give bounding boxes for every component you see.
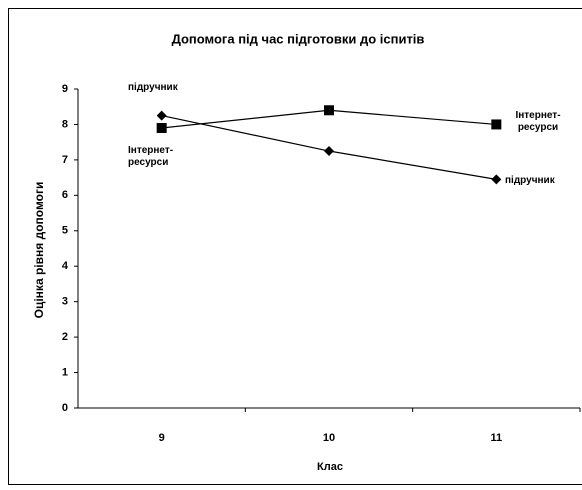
series-annotation: Інтернет-ресурси xyxy=(128,145,174,168)
y-axis-title: Оцінка рівня допомоги xyxy=(32,182,46,319)
series-annotation: підручник xyxy=(505,175,555,186)
y-tick-label: 4 xyxy=(62,260,69,272)
y-tick-label: 9 xyxy=(62,83,68,95)
y-tick-label: 0 xyxy=(62,402,68,414)
series-annotation: Інтернет-ресурси xyxy=(515,110,561,133)
data-point xyxy=(156,110,167,121)
data-point xyxy=(491,119,502,130)
y-tick-label: 5 xyxy=(62,225,68,237)
data-point xyxy=(324,105,334,116)
y-tick-label: 2 xyxy=(62,331,68,343)
data-point xyxy=(156,122,167,133)
series-annotation: підручник xyxy=(128,82,178,93)
x-tick-label: 9 xyxy=(159,432,165,444)
y-tick-label: 7 xyxy=(62,154,68,166)
x-axis-title: Клас xyxy=(317,461,343,473)
y-tick-label: 1 xyxy=(62,366,68,378)
data-point xyxy=(324,146,334,157)
x-tick-label: 11 xyxy=(491,432,503,444)
chart-border xyxy=(8,8,582,485)
x-tick-label: 10 xyxy=(323,432,335,444)
chart-title: Допомога під час підготовки до іспитів xyxy=(172,31,425,46)
y-tick-label: 6 xyxy=(62,189,68,201)
data-point xyxy=(491,174,502,185)
y-tick-label: 3 xyxy=(62,296,68,308)
y-tick-label: 8 xyxy=(62,118,68,130)
